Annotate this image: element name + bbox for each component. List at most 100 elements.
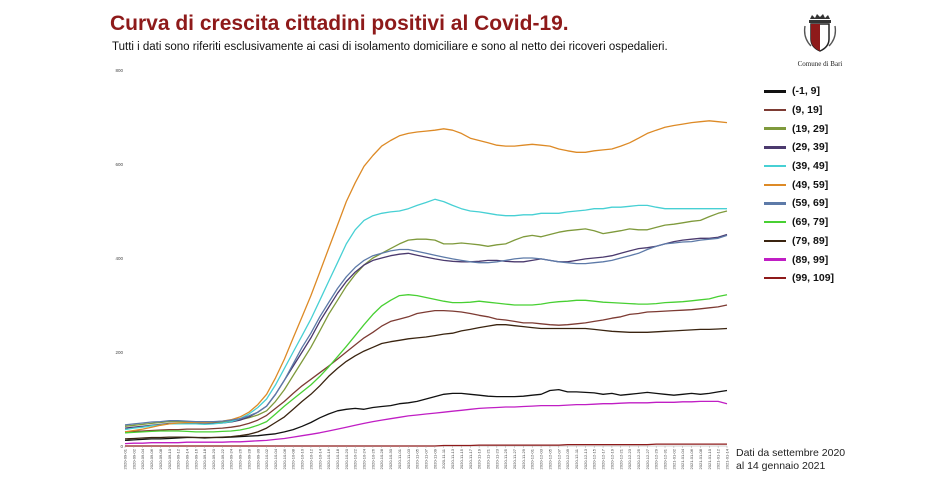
- x-tick-label: 2021-01-10: [707, 448, 712, 469]
- legend-item: (9, 19]: [764, 101, 834, 120]
- x-tick-label: 2021-01-12: [716, 448, 721, 469]
- x-tick-label: 2020-09-28: [246, 448, 251, 469]
- legend-swatch: [764, 127, 786, 130]
- legend-swatch: [764, 258, 786, 261]
- x-tick-label: 2020-12-07: [556, 448, 561, 469]
- legend-swatch: [764, 164, 786, 168]
- legend-item: (99, 109]: [764, 269, 834, 288]
- legend-label: (-1, 9]: [792, 85, 821, 98]
- x-tick-label: 2021-01-02: [671, 448, 676, 469]
- x-tick-label: 2020-09-12: [176, 448, 181, 469]
- x-tick-label: 2020-11-07: [424, 448, 429, 469]
- legend-label: (39, 49]: [792, 160, 829, 173]
- legend-label: (69, 79]: [792, 216, 829, 229]
- x-tick-label: 2020-12-17: [601, 448, 606, 469]
- x-tick-label: 2020-11-21: [485, 448, 490, 469]
- x-tick-label: 2020-12-23: [627, 448, 632, 469]
- x-tick-label: 2020-10-12: [308, 448, 313, 469]
- legend-item: (49, 59]: [764, 175, 834, 194]
- legend-swatch: [764, 220, 786, 224]
- x-tick-label: 2021-01-04: [680, 448, 685, 469]
- x-tick-label: 2020-10-30: [388, 448, 393, 469]
- x-tick-label: 2020-11-05: [415, 448, 420, 469]
- x-tick-label: 2020-09-24: [229, 448, 234, 469]
- x-tick-label: 2020-10-02: [264, 448, 269, 469]
- legend-label: (29, 39]: [792, 141, 829, 154]
- x-tick-label: 2020-10-18: [335, 448, 340, 469]
- x-tick-label: 2020-09-04: [140, 448, 145, 469]
- series-line-2: [124, 210, 728, 427]
- legend-swatch: [764, 108, 786, 112]
- date-range-line-1: Dati da settembre 2020: [736, 447, 846, 459]
- x-tick-label: 2020-11-01: [397, 448, 402, 469]
- x-tick-label: 2020-09-22: [220, 448, 225, 469]
- y-tick-label: 600: [115, 162, 123, 167]
- x-tick-label: 2020-12-25: [636, 448, 641, 469]
- x-tick-label: 2020-10-28: [379, 448, 384, 469]
- legend-label: (9, 19]: [792, 104, 823, 117]
- x-tick-label: 2020-11-27: [512, 448, 517, 469]
- x-tick-label: 2020-12-03: [539, 448, 544, 469]
- legend-swatch: [764, 146, 786, 149]
- x-tick-label: 2020-09-10: [167, 448, 172, 469]
- y-tick-label: 0: [120, 444, 123, 449]
- x-tick-label: 2020-11-15: [459, 448, 464, 469]
- x-tick-label: 2020-12-27: [645, 448, 650, 469]
- x-tick-label: 2020-09-06: [149, 448, 154, 469]
- x-tick-label: 2020-12-31: [663, 448, 668, 469]
- legend-item: (79, 89]: [764, 232, 834, 251]
- x-tick-label: 2020-11-17: [468, 448, 473, 469]
- x-tick-label: 2020-11-11: [441, 448, 446, 469]
- x-tick-label: 2020-12-13: [583, 448, 588, 469]
- y-tick-label: 400: [115, 256, 123, 261]
- legend-item: (89, 99]: [764, 250, 834, 269]
- coat-of-arms-icon: [803, 14, 837, 52]
- series-line-6: [124, 234, 728, 426]
- x-tick-label: 2020-12-09: [565, 448, 570, 469]
- legend-label: (19, 29]: [792, 122, 829, 135]
- x-tick-label: 2020-11-29: [521, 448, 526, 469]
- x-tick-label: 2020-09-18: [202, 448, 207, 469]
- x-tick-label: 2020-10-04: [273, 448, 278, 469]
- x-tick-label: 2020-09-02: [131, 448, 136, 469]
- comune-di-bari-logo: Comune di Bari: [790, 12, 850, 68]
- legend-label: (99, 109]: [792, 272, 835, 285]
- y-tick-label: 800: [115, 68, 123, 73]
- legend-label: (59, 69]: [792, 197, 829, 210]
- x-tick-label: 2020-09-08: [158, 448, 163, 469]
- x-tick-label: 2020-10-20: [344, 448, 349, 469]
- legend-item: (19, 29]: [764, 119, 834, 138]
- legend-label: (79, 89]: [792, 234, 829, 247]
- series-line-0: [124, 388, 728, 442]
- legend-item: (59, 69]: [764, 194, 834, 213]
- date-range-note: Dati da settembre 2020 al 14 gennaio 202…: [736, 447, 845, 473]
- x-tick-label: 2020-09-26: [238, 448, 243, 469]
- chart-legend: (-1, 9] (9, 19] (19, 29] (29, 39] (39, 49] (4…: [764, 82, 834, 288]
- x-tick-label: 2020-10-14: [317, 448, 322, 469]
- x-tick-label: 2020-11-25: [503, 448, 508, 469]
- legend-swatch: [764, 183, 786, 187]
- date-range-line-2: al 14 gennaio 2021: [736, 460, 826, 472]
- x-tick-label: 2020-10-08: [291, 448, 296, 469]
- legend-swatch: [764, 90, 786, 93]
- x-tick-label: 2020-09-16: [193, 448, 198, 469]
- x-tick-label: 2020-10-10: [300, 448, 305, 469]
- x-tick-label: 2021-01-06: [689, 448, 694, 469]
- legend-swatch: [764, 202, 786, 205]
- x-tick-label: 2021-01-08: [698, 448, 703, 469]
- series-line-8: [124, 324, 728, 440]
- x-tick-label: 2020-10-16: [326, 448, 331, 469]
- legend-item: (69, 79]: [764, 213, 834, 232]
- legend-swatch: [764, 239, 786, 243]
- x-tick-label: 2020-12-21: [618, 448, 623, 469]
- x-tick-label: 2020-12-29: [654, 448, 659, 469]
- x-tick-label: 2020-11-23: [494, 448, 499, 469]
- x-tick-label: 2020-10-24: [362, 448, 367, 469]
- x-tick-label: 2020-12-19: [609, 448, 614, 469]
- x-tick-label: 2020-10-06: [282, 448, 287, 469]
- series-line-4: [124, 198, 727, 431]
- legend-label: (89, 99]: [792, 253, 829, 266]
- x-tick-label: 2020-11-09: [432, 448, 437, 469]
- y-tick-label: 200: [115, 350, 123, 355]
